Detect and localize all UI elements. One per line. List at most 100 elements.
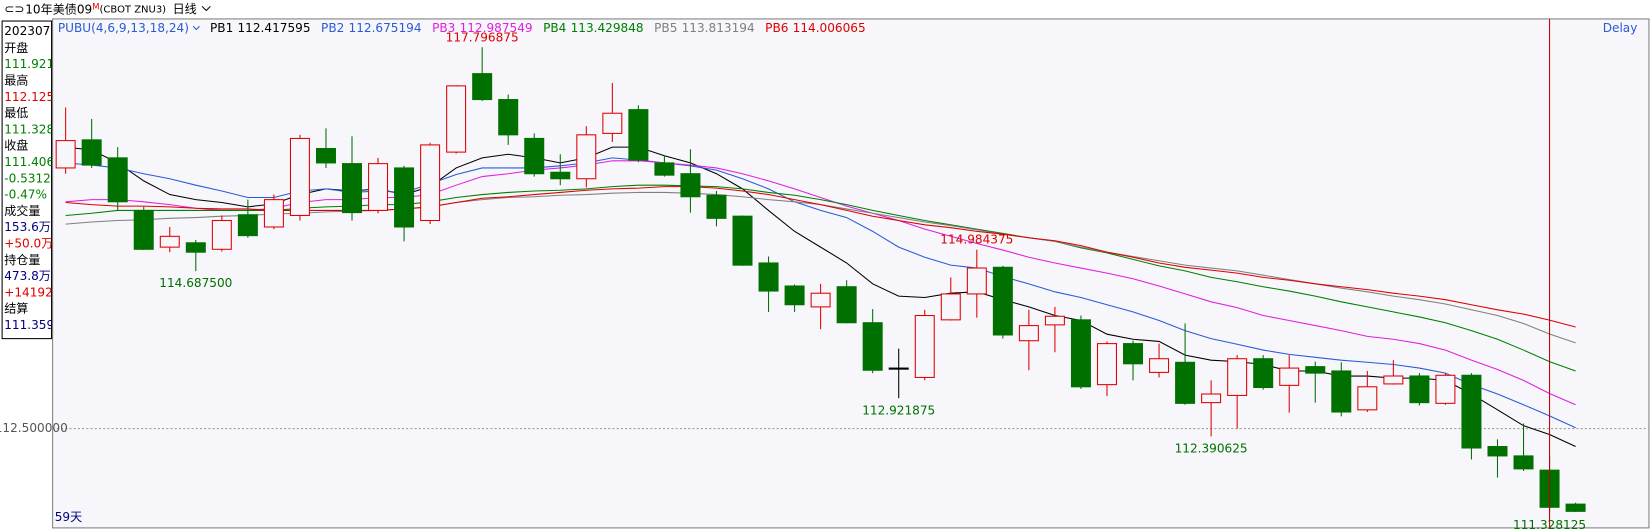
candle-body (1018, 325, 1039, 342)
legend-value: 112.417595 (237, 21, 310, 35)
info-label: 结算 (4, 301, 28, 316)
info-value: 153.6万 (4, 220, 51, 234)
candle-body (1044, 315, 1065, 326)
candle-body (81, 139, 102, 166)
candle-body (602, 112, 623, 134)
candle-body (263, 199, 284, 228)
candle-body (1070, 319, 1091, 388)
info-value: 111.3591 (4, 318, 62, 332)
candle-body (550, 171, 571, 180)
info-value: -0.53125 (4, 171, 58, 185)
candle-body (368, 163, 389, 211)
delay-flag: Delay (1603, 21, 1638, 35)
candle-body (992, 266, 1013, 336)
candle-body (1175, 361, 1196, 404)
candle-body (1513, 455, 1534, 470)
info-value: 473.8万 (4, 269, 51, 283)
candle-body (1149, 358, 1170, 373)
candle-body (1123, 343, 1144, 365)
info-date: 20230705 (4, 24, 66, 38)
extreme-label: 112.921875 (862, 403, 935, 417)
dropdown-icon (201, 5, 211, 12)
candle-body (524, 137, 545, 175)
legend-value: 113.813194 (682, 21, 755, 35)
legend-name: PB4 (543, 21, 566, 35)
candle-body (394, 167, 415, 228)
candle-body (784, 285, 805, 306)
candle-body (185, 242, 206, 253)
candle-body (1409, 375, 1430, 404)
ma-line (65, 184, 1576, 372)
legend-name: PB2 (321, 21, 344, 35)
candle-body (1565, 503, 1586, 512)
candle-body (888, 367, 909, 370)
candle-body (446, 85, 467, 153)
candle-body (107, 157, 128, 203)
legend-value: 113.429848 (571, 21, 644, 35)
instrument[interactable]: 10年美债09M(CBOT ZNU3) (25, 1, 166, 16)
info-label: 最高 (4, 72, 28, 87)
period-selector[interactable]: 日线 (173, 2, 197, 16)
plot-area (52, 18, 1650, 529)
legend-value: 112.987549 (460, 21, 533, 35)
legend-value: 112.675194 (349, 21, 422, 35)
legend-name: PB5 (654, 21, 677, 35)
info-label: 开盘 (4, 40, 28, 55)
candle-body (498, 99, 519, 136)
toolbar-icon[interactable]: ⊂⊃ (4, 2, 24, 16)
contract-flag: M (92, 1, 99, 11)
candle-body (1461, 374, 1482, 449)
info-value: -0.47% (4, 188, 47, 202)
candle-body (1331, 370, 1352, 413)
candle-body (289, 137, 310, 216)
candle-body (133, 209, 154, 250)
extreme-label: 114.984375 (940, 233, 1013, 247)
candle-body (680, 173, 701, 198)
candle-body (576, 134, 597, 180)
info-label: 成交量 (4, 203, 40, 218)
instrument-code: (CBOT ZNU3) (100, 4, 167, 15)
candle-body (1435, 374, 1456, 404)
instrument-name: 10年美债09 (25, 2, 92, 16)
info-label: 收盘 (4, 138, 28, 153)
candle-body (211, 219, 232, 250)
legend-name: PB1 (210, 21, 233, 35)
candle-body (315, 147, 336, 164)
info-label: 最低 (4, 106, 28, 120)
candle-body (342, 163, 363, 214)
candle-body (836, 286, 857, 324)
ma-line (65, 186, 1576, 328)
candle-body (914, 315, 935, 378)
candle-body (1487, 446, 1508, 457)
info-value: 112.1250 (4, 90, 62, 104)
bar-count: 59天 (55, 510, 82, 524)
extreme-label: 117.796875 (446, 30, 519, 44)
y-tick-label: 112.500000 (0, 421, 68, 435)
candle-body (706, 194, 727, 219)
candle-body (1383, 375, 1404, 385)
info-panel (1, 20, 53, 340)
candle-body (1279, 367, 1300, 386)
ma-line (65, 157, 1576, 429)
legend-name: PB6 (765, 21, 788, 35)
extreme-label: 114.687500 (159, 276, 232, 290)
info-value: +50.0万 (4, 236, 53, 250)
candle-body (159, 235, 180, 248)
indicator-name: PUBU(4,6,9,13,18,24) (58, 21, 189, 35)
candle-body (1227, 358, 1248, 396)
candle-body (628, 109, 649, 161)
candle-body (1253, 358, 1274, 389)
candle-body (1201, 393, 1222, 404)
candle-body (1305, 366, 1326, 374)
info-value: +14192 (4, 285, 53, 299)
candle-body (420, 144, 441, 222)
candle-body (940, 293, 961, 321)
candle-body (654, 162, 675, 176)
candle-body (1096, 343, 1117, 386)
candle-body (810, 292, 831, 308)
ma-line (65, 160, 1576, 406)
candle-body (966, 267, 987, 295)
